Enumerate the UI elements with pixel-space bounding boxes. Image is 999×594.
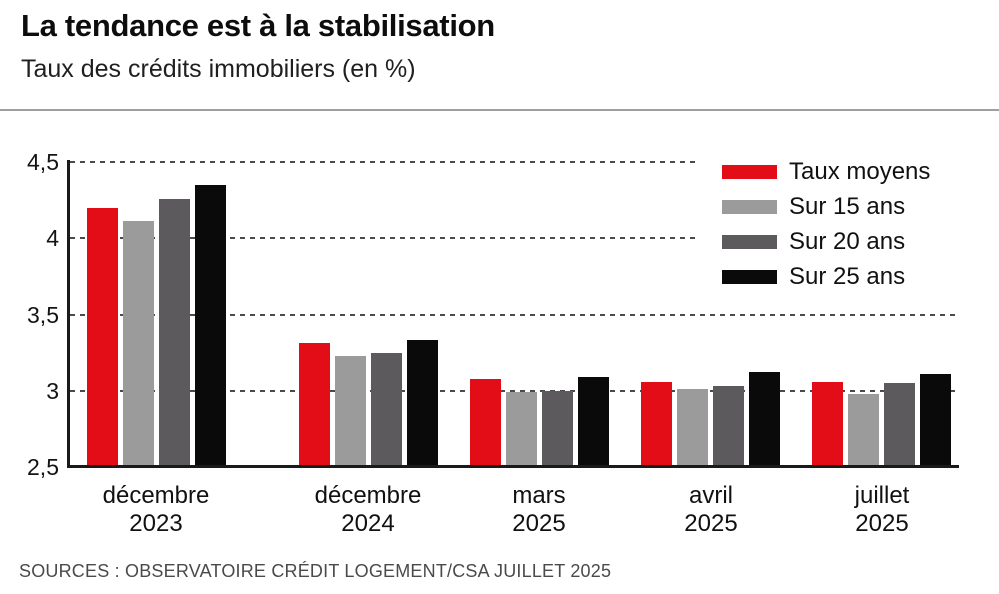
bar-sur-25-ans-decembre-2023 [195,185,226,468]
legend-item-sur-20-ans: Sur 20 ans [722,224,930,259]
y-axis-line [67,160,70,468]
legend-label-sur-20-ans: Sur 20 ans [789,227,906,255]
y-tick-label-2-5: 2,5 [27,454,59,480]
bar-taux-moyens-decembre-2023 [87,208,118,468]
gridline-3 [70,390,958,392]
bar-sur-15-ans-juillet-2025 [848,394,879,468]
bar-sur-20-ans-decembre-2024 [371,353,402,468]
x-category-label-line: 2023 [129,510,183,537]
bar-sur-25-ans-decembre-2024 [407,340,438,468]
x-category-label-decembre-2023: décembre 2023 [46,482,266,538]
bar-sur-20-ans-avril-2025 [713,386,744,468]
header-divider [0,109,999,111]
bar-taux-moyens-avril-2025 [641,382,672,468]
gridline-4 [70,237,697,239]
bar-sur-20-ans-mars-2025 [542,391,573,468]
legend-swatch-taux-moyens [722,164,777,179]
legend-label-sur-15-ans: Sur 15 ans [789,192,906,220]
legend-swatch-sur-15-ans [722,199,777,214]
x-category-label-line: avril [688,482,733,509]
source-note: SOURCES : OBSERVATOIRE CRÉDIT LOGEMENT/C… [19,561,612,581]
bar-taux-moyens-decembre-2024 [299,343,330,468]
bar-sur-25-ans-avril-2025 [749,372,780,468]
x-axis-line [67,465,959,468]
y-tick-label-4: 4 [46,225,59,251]
x-category-label-juillet-2025: juillet 2025 [772,482,992,538]
chart-subtitle: Taux des crédits immobiliers (en %) [21,55,416,83]
bar-sur-15-ans-decembre-2024 [335,356,366,468]
x-category-label-line: 2025 [684,510,738,537]
x-category-label-line: juillet [854,482,910,509]
x-category-label-line: décembre [314,482,422,509]
bar-sur-20-ans-decembre-2023 [159,199,190,468]
y-tick-label-3: 3 [46,378,59,404]
x-category-label-mars-2025: mars 2025 [429,482,649,538]
y-tick-label-4-5: 4,5 [27,149,59,175]
x-category-label-line: mars [512,482,566,509]
bar-sur-25-ans-mars-2025 [578,377,609,468]
legend-item-taux-moyens: Taux moyens [722,154,930,189]
legend-swatch-sur-25-ans [722,269,777,284]
legend-item-sur-25-ans: Sur 25 ans [722,259,930,294]
bar-sur-20-ans-juillet-2025 [884,383,915,468]
bar-sur-15-ans-mars-2025 [506,392,537,468]
bar-taux-moyens-mars-2025 [470,379,501,468]
x-category-label-decembre-2024: décembre 2024 [258,482,478,538]
bar-sur-25-ans-juillet-2025 [920,374,951,468]
gridline-3-5 [70,314,958,316]
gridline-4-5 [70,161,697,163]
x-category-label-line: 2025 [512,510,566,537]
x-category-label-line: 2024 [341,510,395,537]
bar-sur-15-ans-decembre-2023 [123,221,154,468]
legend-item-sur-15-ans: Sur 15 ans [722,189,930,224]
x-category-label-avril-2025: avril 2025 [601,482,821,538]
legend-label-sur-25-ans: Sur 25 ans [789,262,906,290]
y-tick-label-3-5: 3,5 [27,302,59,328]
legend: Taux moyens Sur 15 ans Sur 20 ans Sur 25 an… [722,154,930,294]
bar-sur-15-ans-avril-2025 [677,389,708,468]
legend-swatch-sur-20-ans [722,234,777,249]
chart-title: La tendance est à la stabilisation [21,8,495,43]
bar-taux-moyens-juillet-2025 [812,382,843,468]
x-category-label-line: 2025 [855,510,909,537]
x-category-label-line: décembre [102,482,210,509]
legend-label-taux-moyens: Taux moyens [789,157,931,185]
